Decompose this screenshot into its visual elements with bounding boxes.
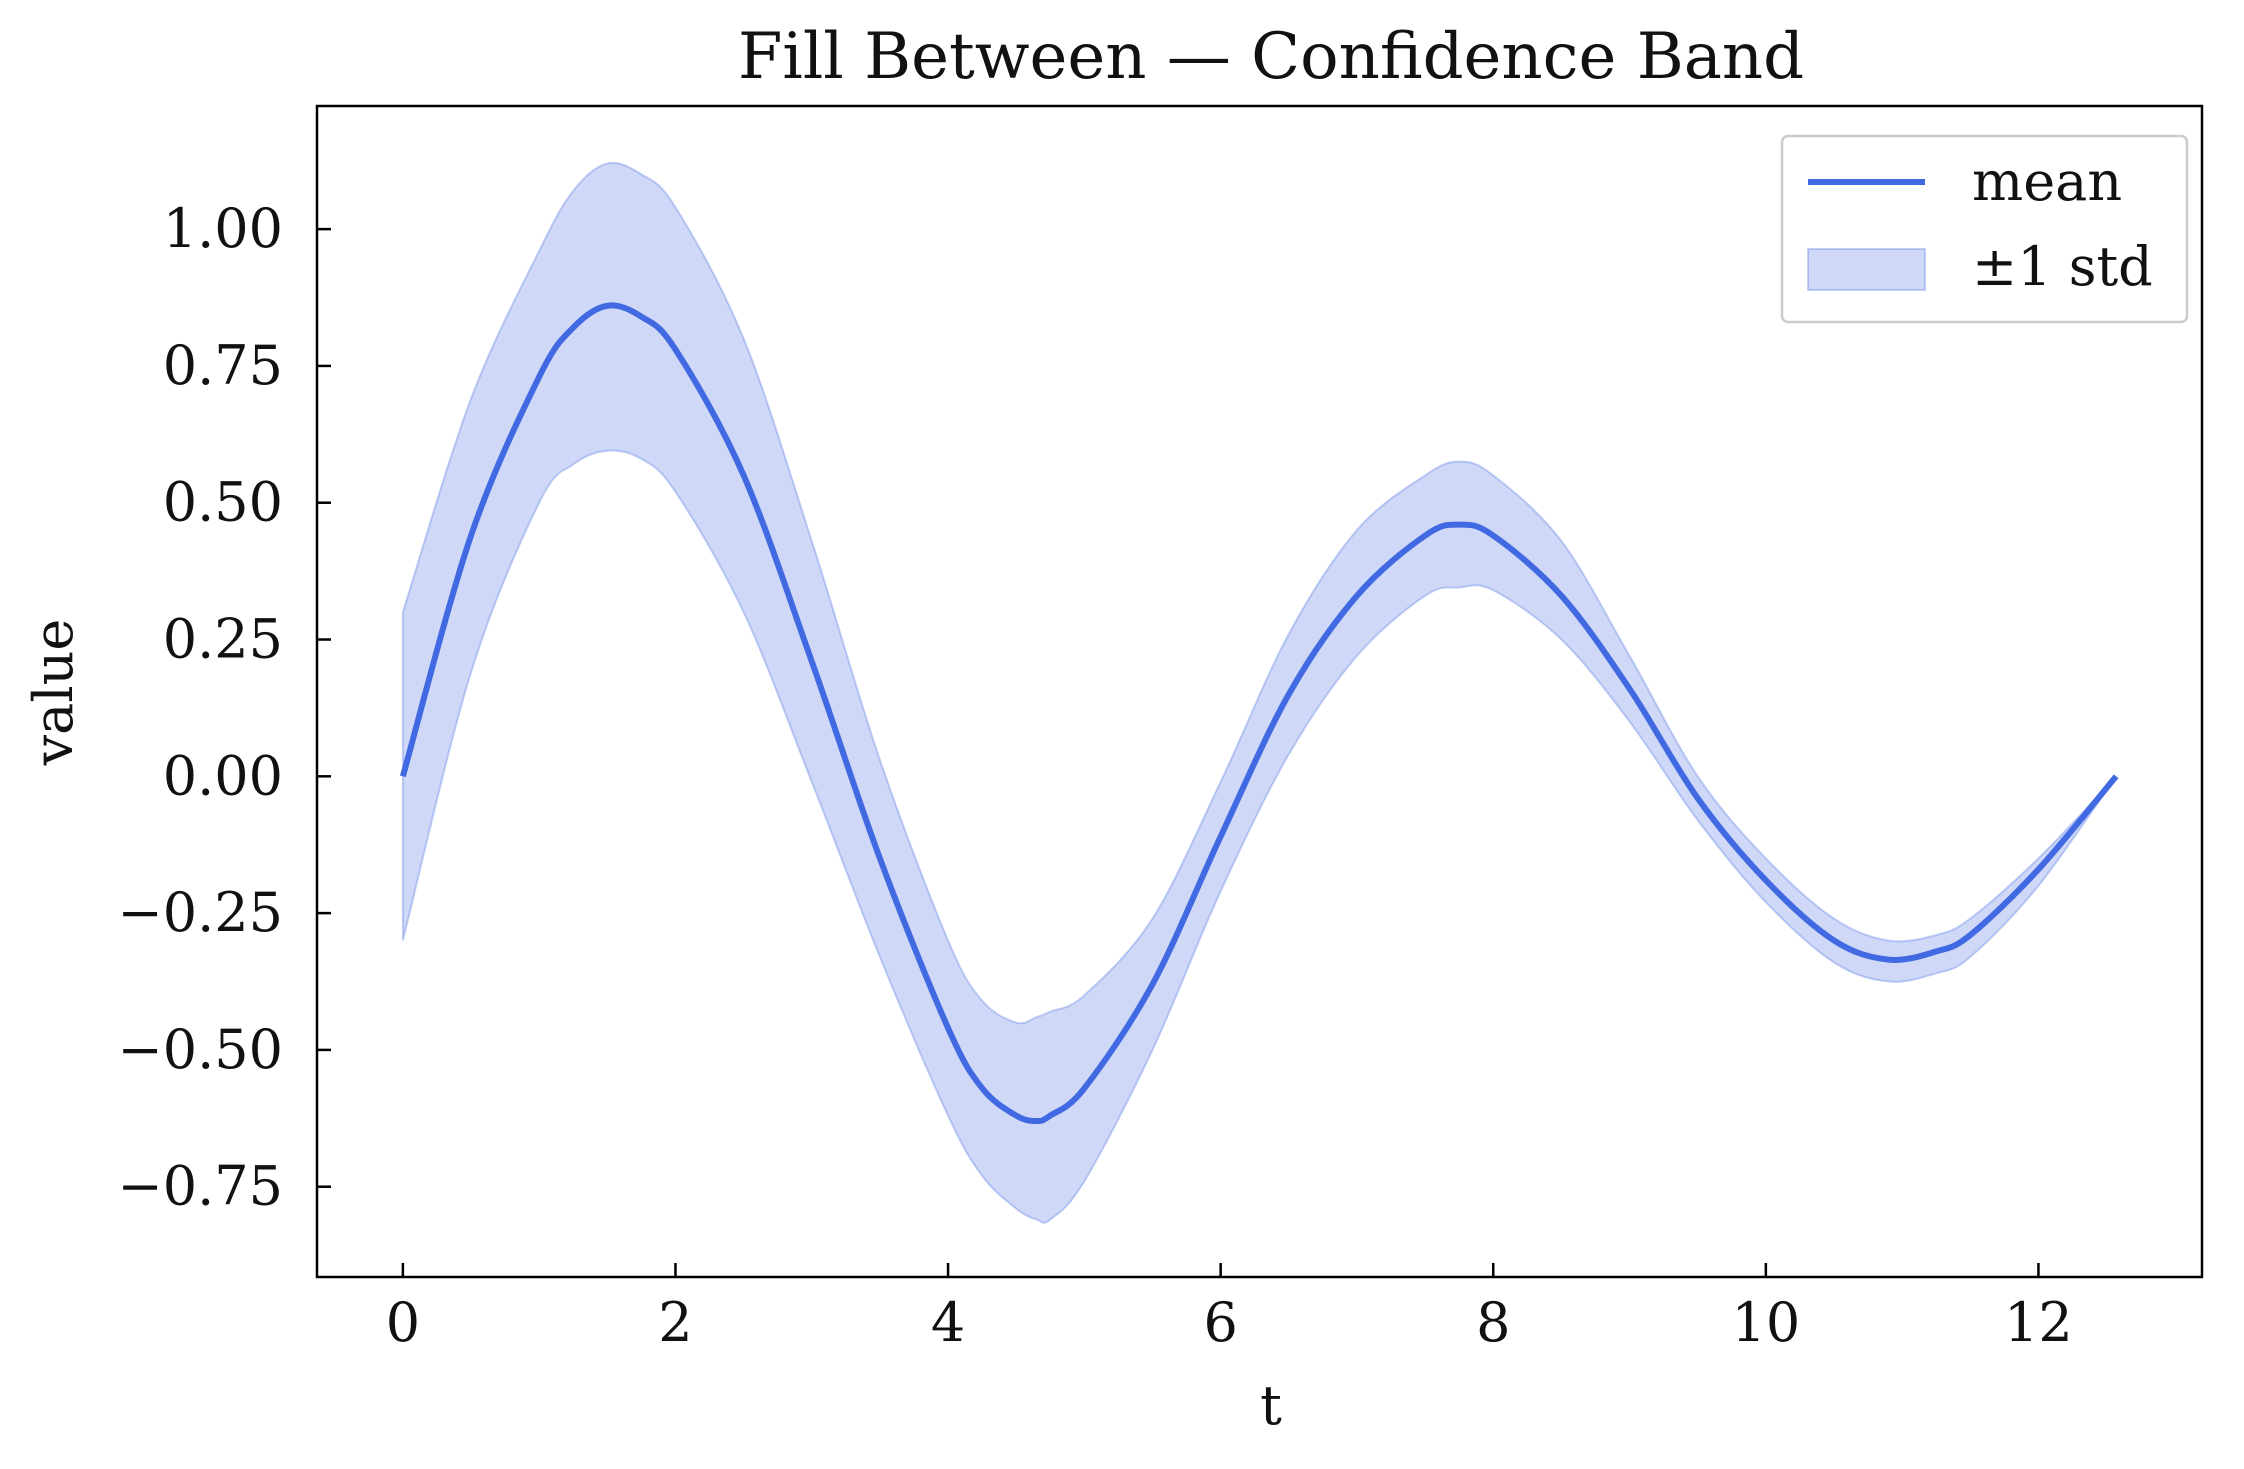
y-tick-label: −0.75 [118, 1155, 283, 1218]
y-tick-label: 0.25 [163, 608, 283, 671]
legend-label-band: ±1 std [1972, 235, 2153, 298]
y-axis: −0.75 −0.50 −0.25 0.00 0.25 0.50 0.75 1.00 [118, 197, 331, 1218]
y-tick-label: −0.25 [118, 881, 283, 944]
x-tick-label: 4 [931, 1291, 965, 1354]
legend-band-swatch [1807, 248, 1926, 291]
legend: mean ±1 std [1780, 134, 2189, 324]
y-tick-label: 0.75 [163, 334, 283, 397]
x-axis-label: t [1260, 1374, 1282, 1437]
mean-line [399, 302, 2119, 1125]
x-tick-label: 10 [1731, 1291, 1800, 1354]
x-tick-label: 6 [1203, 1291, 1237, 1354]
legend-label-mean: mean [1972, 150, 2122, 213]
x-tick-label: 12 [2004, 1291, 2073, 1354]
x-tick-label: 2 [658, 1291, 692, 1354]
chart-title: Fill Between — Confidence Band [738, 20, 1804, 94]
plot-layer [399, 161, 2119, 1224]
x-tick-label: 8 [1476, 1291, 1510, 1354]
x-axis: 0 2 4 6 8 10 12 [386, 1263, 2073, 1354]
y-tick-label: −0.50 [118, 1018, 283, 1081]
y-axis-label: value [22, 619, 85, 767]
x-tick-label: 0 [386, 1291, 420, 1354]
y-tick-label: 0.50 [163, 471, 283, 534]
y-tick-label: 0.00 [163, 744, 283, 807]
axes-frame [315, 104, 2204, 1279]
y-tick-label: 1.00 [163, 197, 283, 260]
